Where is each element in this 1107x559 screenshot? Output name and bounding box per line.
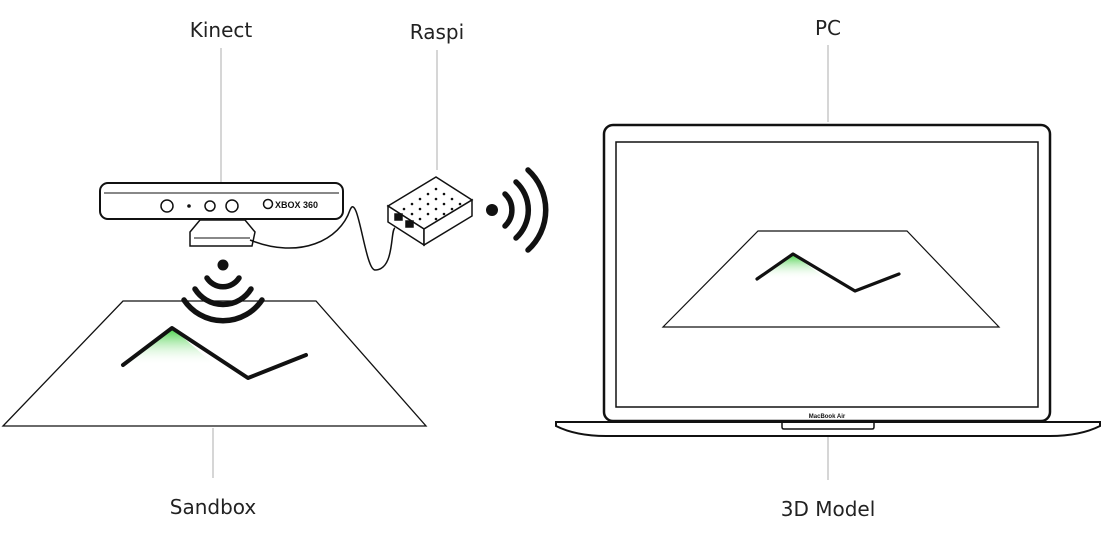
kinect-camera-right: [225, 199, 239, 213]
kinect-bar: [99, 182, 344, 220]
xbox-logo-icon: [262, 198, 274, 210]
sandbox-surface: [1, 300, 428, 427]
laptop-brand-text: MacBook Air: [809, 414, 846, 420]
pc-label: PC: [814, 16, 842, 40]
raspi-vent-dots: [402, 187, 462, 221]
model-terrain-fill: [757, 254, 825, 279]
model-surface: [661, 230, 1001, 328]
kinect-camera-left: [160, 199, 174, 213]
raspi-device: [386, 176, 474, 247]
sandbox-terrain-line: [121, 326, 308, 380]
laptop-notch: [781, 422, 875, 430]
kinect-device: XBOX 360: [99, 182, 344, 247]
kinect-label: Kinect: [189, 18, 253, 42]
raspi-label: Raspi: [409, 20, 465, 44]
model-label: 3D Model: [780, 497, 876, 521]
kinect-cable: [249, 206, 396, 271]
leader-lines: [212, 45, 829, 480]
kinect-base: [189, 219, 256, 247]
kinect-signal-icon: [181, 259, 265, 324]
kinect-brand-text: XBOX 360: [275, 200, 318, 210]
sandbox-label: Sandbox: [169, 495, 257, 519]
sandbox: [1, 300, 428, 427]
raspi-side: [423, 198, 473, 247]
model-terrain-line: [755, 252, 901, 293]
sandbox-terrain-fill: [123, 328, 215, 365]
kinect-camera-center: [204, 200, 216, 212]
laptop: MacBook Air: [555, 123, 1101, 437]
raspi-wifi-icon: [486, 167, 549, 253]
kinect-led: [187, 204, 191, 208]
